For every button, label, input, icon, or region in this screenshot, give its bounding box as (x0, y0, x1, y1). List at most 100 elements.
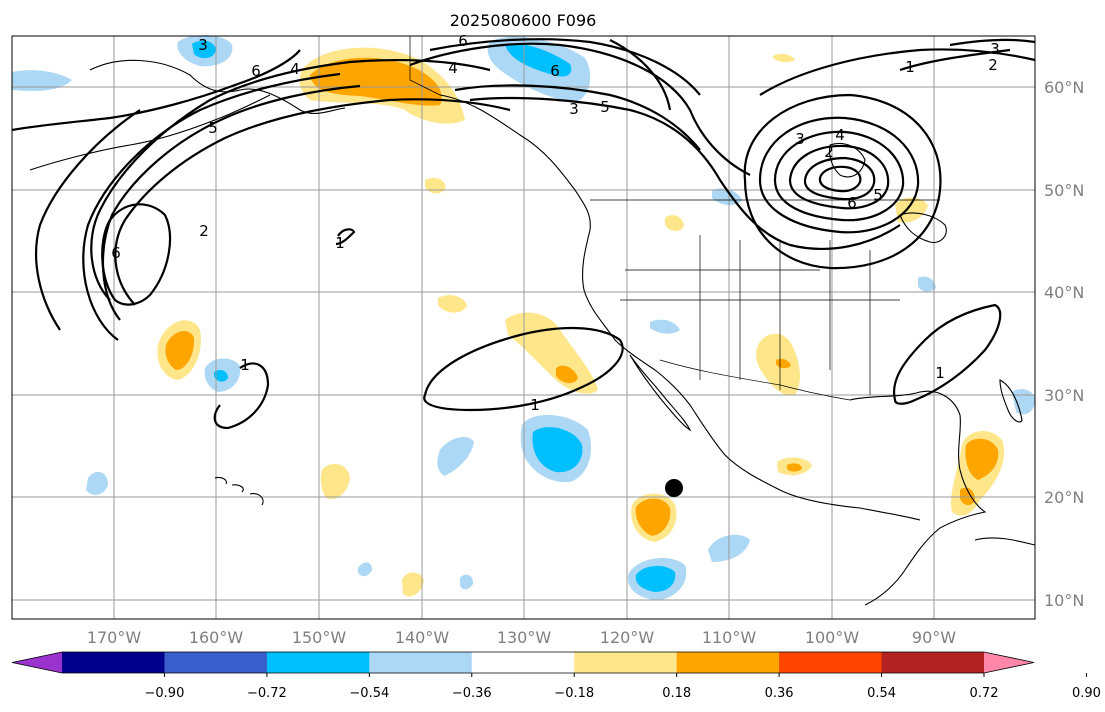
shade-small-negative-h (460, 574, 474, 590)
coast-aleutians (29, 94, 271, 171)
map-frame (11, 35, 1036, 620)
shade-north-pacific-positive-core (165, 330, 195, 370)
contour-label-4-north: 4 (448, 59, 458, 77)
colorbar-extend-max (984, 652, 1034, 673)
contour-closed-low (101, 203, 172, 306)
lat-label-10n: 10°N (1044, 591, 1084, 610)
contour-label-3-northeast: 3 (990, 40, 1000, 58)
lon-label-170w: 170°W (87, 628, 142, 647)
contour-labels: 6 2 6 4 3 5 6 4 6 3 5 1 1 3 4 2 6 5 1 3 … (111, 32, 1000, 414)
contour-concentric-1 (758, 116, 920, 234)
contour-hawaii-hook (213, 362, 270, 430)
colorbar-tick-label: 0.90 (1072, 686, 1101, 701)
lon-label-90w: 90°W (912, 628, 956, 647)
contour-trough-6 (11, 49, 301, 132)
colorbar-extend-min (12, 652, 62, 673)
contour-ridge-3 (469, 96, 901, 251)
longitude-labels: 170°W 160°W 150°W 140°W 130°W 120°W 110°… (87, 628, 956, 647)
lon-label-150w: 150°W (292, 628, 347, 647)
shade-small-negative-d (437, 436, 474, 476)
colorbar-outline (11, 651, 1035, 674)
lon-label-100w: 100°W (805, 628, 860, 647)
contour-label-2-low: 2 (824, 143, 834, 161)
colorbar: −0.90 −0.72 −0.54 −0.36 −0.18 0.18 0.36 … (11, 651, 1101, 701)
shade-upper-midwest-positive (895, 197, 928, 223)
storm-center-marker (665, 479, 683, 497)
colorbar-segment (881, 652, 985, 673)
contour-label-6-canada: 6 (550, 62, 560, 80)
colorbar-segment (266, 652, 370, 673)
contour-ridge-5 (609, 39, 672, 111)
colorbar-segment (574, 652, 678, 673)
colorbar-tick-label: 0.18 (662, 686, 691, 701)
shade-small-positive-f (402, 572, 424, 597)
contour-label-3-low: 3 (795, 130, 805, 148)
contour-trough-5 (34, 109, 141, 331)
coast-alaska (89, 59, 346, 114)
contour-northeast-1 (759, 48, 1036, 96)
contour-label-6-west: 6 (111, 244, 121, 262)
contours (11, 38, 1036, 430)
lat-label-30n: 30°N (1044, 386, 1084, 405)
shade-offshore-mexico-negative-core (532, 427, 583, 473)
coastlines (29, 59, 1036, 606)
coast-gulf-mexico (849, 390, 987, 606)
colorbar-segment (779, 652, 883, 673)
shade-tropical-positive-core (635, 498, 671, 536)
shaded-anomalies (12, 35, 1035, 600)
contour-label-6-aleutian: 6 (251, 62, 261, 80)
lat-label-20n: 20°N (1044, 488, 1084, 507)
shade-small-negative-f (86, 471, 108, 495)
contour-northeast-3 (949, 38, 1036, 47)
contour-label-1-hawaii: 1 (240, 356, 250, 374)
contour-concentric-3 (788, 144, 890, 210)
contour-label-3-canada: 3 (569, 100, 579, 118)
coast-west-north-america (439, 94, 921, 521)
contour-label-1-northeast: 1 (905, 58, 915, 76)
colorbar-tick-label: −0.72 (247, 686, 287, 701)
shade-gulf-positive-core-b (960, 487, 975, 506)
contour-concentric-5 (818, 165, 862, 193)
colorbar-segment (369, 652, 473, 673)
map-panel: 6 2 6 4 3 5 6 4 6 3 5 1 1 3 4 2 6 5 1 3 … (11, 32, 1036, 620)
lat-label-60n: 60°N (1044, 78, 1084, 97)
coast-baja (629, 354, 692, 432)
colorbar-tick-label: 0.72 (970, 686, 999, 701)
contour-east-coast (892, 303, 1002, 405)
colorbar-segment (164, 652, 268, 673)
colorbar-tick-label: −0.90 (145, 686, 185, 701)
lon-label-110w: 110°W (702, 628, 757, 647)
contour-label-1-east: 1 (935, 364, 945, 382)
contour-northeast-2 (899, 48, 1011, 72)
lon-label-140w: 140°W (395, 628, 450, 647)
shade-canada-negative-core (505, 43, 572, 77)
lon-label-130w: 130°W (497, 628, 552, 647)
contour-label-2-west: 2 (199, 222, 209, 240)
shade-small-negative-g (358, 562, 372, 577)
contour-label-3-bering: 3 (198, 36, 208, 54)
map-title: 2025080600 F096 (450, 11, 597, 30)
colorbar-tick-label: −0.18 (554, 686, 594, 701)
contour-concentric-outer (743, 93, 942, 270)
contour-label-5-west: 5 (208, 119, 218, 137)
contour-label-1-pacific: 1 (335, 234, 345, 252)
latitude-labels: 60°N 50°N 40°N 30°N 20°N 10°N (1044, 78, 1084, 610)
coast-great-lakes (899, 212, 947, 244)
contour-label-5-canada: 5 (600, 98, 610, 116)
colorbar-segment (676, 652, 780, 673)
contour-ridge-1 (409, 42, 751, 176)
colorbar-tick-label: 0.36 (765, 686, 794, 701)
contour-label-4-low: 4 (835, 126, 845, 144)
shade-small-positive-e (320, 463, 350, 500)
contour-label-6-north: 6 (458, 32, 468, 50)
contour-label-6-low: 6 (847, 194, 857, 212)
contour-label-2-northeast: 2 (988, 56, 998, 74)
contour-concentric-2 (773, 130, 905, 222)
shade-small-positive-c (773, 53, 795, 63)
contour-label-5-low: 5 (873, 186, 883, 204)
colorbar-tick-label: −0.36 (452, 686, 492, 701)
contour-ridge-2 (429, 38, 701, 96)
colorbar-tick-labels: −0.90 −0.72 −0.54 −0.36 −0.18 0.18 0.36 … (145, 686, 1101, 701)
shade-bering-negative-core (192, 40, 216, 59)
